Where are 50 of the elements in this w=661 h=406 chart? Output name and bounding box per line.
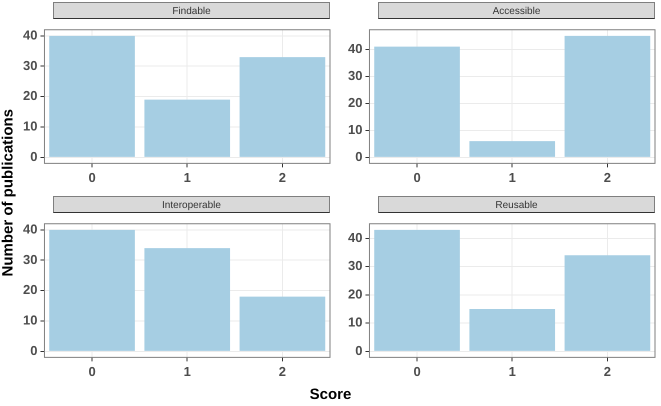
bar <box>240 57 326 157</box>
bar <box>564 36 650 157</box>
y-tick-label: 0 <box>30 342 38 358</box>
y-tick-label: 30 <box>22 58 38 73</box>
y-tick-label: 10 <box>22 312 38 328</box>
x-tick-label: 1 <box>184 364 191 379</box>
y-tick-label: 20 <box>348 94 362 110</box>
y-tick-label: 0 <box>355 148 362 164</box>
x-tick-label: 0 <box>413 364 421 379</box>
chart-title: Accessible <box>378 2 655 19</box>
y-tick-label: 0 <box>355 342 362 358</box>
y-tick-label: 0 <box>30 148 38 164</box>
x-tick-label: 2 <box>604 170 612 185</box>
y-tick-label: 40 <box>22 27 38 42</box>
x-tick-label: 1 <box>508 364 516 379</box>
y-axis-title: Number of publications <box>0 108 16 276</box>
bar <box>49 230 135 351</box>
y-tick-label: 20 <box>348 286 362 302</box>
bar <box>564 255 650 351</box>
y-tick-label: 30 <box>22 252 38 267</box>
y-tick-label: 20 <box>22 282 38 298</box>
x-tick-label: 1 <box>184 170 191 185</box>
x-tick-label: 0 <box>413 170 421 185</box>
y-tick-label: 20 <box>22 88 38 104</box>
bar <box>49 36 135 157</box>
y-tick-label: 40 <box>348 40 362 56</box>
y-tick-label: 10 <box>22 118 38 134</box>
x-tick-label: 1 <box>508 170 516 185</box>
bar <box>469 141 556 157</box>
bar <box>144 100 230 157</box>
x-tick-label: 0 <box>88 364 96 379</box>
chart-title: Findable <box>53 2 330 19</box>
bar <box>374 230 460 351</box>
x-axis-title: Score <box>308 386 352 403</box>
x-tick-label: 2 <box>278 364 286 379</box>
x-tick-label: 2 <box>278 170 286 185</box>
chart-title: Interoperable <box>53 196 330 213</box>
y-tick-label: 40 <box>22 221 38 236</box>
x-tick-label: 2 <box>604 364 612 379</box>
chart-title: Reusable <box>378 196 655 213</box>
y-tick-label: 30 <box>348 68 362 83</box>
y-tick-label: 10 <box>348 122 362 137</box>
bar <box>144 248 230 351</box>
y-tick-label: 30 <box>348 258 362 274</box>
bar <box>374 46 460 157</box>
y-tick-label: 40 <box>348 230 362 245</box>
x-tick-label: 0 <box>88 170 96 185</box>
y-tick-label: 10 <box>348 314 362 330</box>
bar <box>469 308 556 351</box>
bar <box>240 296 326 351</box>
